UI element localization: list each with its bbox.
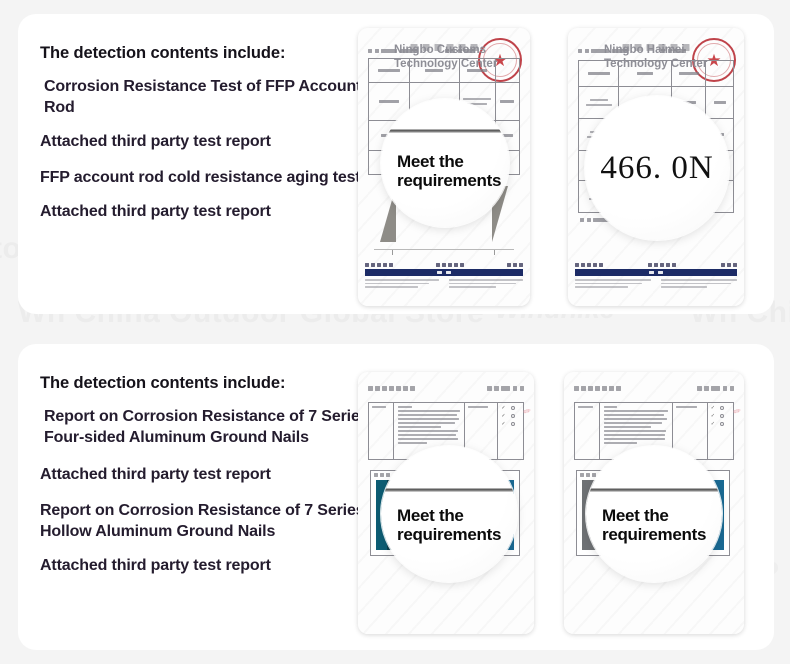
doc1-navy-band xyxy=(365,269,523,277)
panel-top-item-2: Attached third party test report xyxy=(40,132,271,150)
panel-top-item-3: FFP account rod cold resistance aging te… xyxy=(40,169,361,187)
doc2-navy-band xyxy=(575,269,737,277)
lens-4-caption: Meet the requirements xyxy=(586,506,722,544)
table-cell: ✓ ✓ ✓ xyxy=(708,403,733,459)
doc1-chinese-title xyxy=(410,44,478,51)
doc1-header-right-glyphs xyxy=(444,49,474,53)
lens-1-line2: requirements xyxy=(397,171,502,190)
doc2-footer xyxy=(575,263,737,288)
lens-3-line2: requirements xyxy=(397,525,502,544)
panel-bottom-heading: The detection contents include: xyxy=(40,374,286,392)
table-cell xyxy=(673,403,708,459)
doc2-header-right-glyphs xyxy=(661,49,686,53)
magnifier-lens-1[interactable]: Meet the requirements xyxy=(381,99,509,227)
panel-top-heading: The detection contents include: xyxy=(40,44,286,62)
lens-metal-bar xyxy=(381,488,517,492)
doc2-note-glyphs xyxy=(580,218,615,222)
magnifier-lens-4[interactable]: Meet the requirements xyxy=(586,446,722,582)
doc4-header-row xyxy=(574,386,734,391)
doc3-photo-label xyxy=(374,473,390,477)
doc4-check-dots xyxy=(719,406,724,456)
doc3-header-row xyxy=(368,386,524,391)
doc1-header-row xyxy=(368,42,520,60)
lens-2-value: 466. 0N xyxy=(600,149,714,186)
table-row xyxy=(368,58,521,83)
table-cell xyxy=(369,403,394,459)
doc3-header-right-glyphs xyxy=(487,386,524,391)
panel-bottom-item-1: Report on Corrosion Resistance of 7 Seri… xyxy=(44,408,369,446)
table-cell xyxy=(600,403,673,459)
doc1-header-left-glyphs xyxy=(368,49,418,53)
doc4-photo-label xyxy=(580,473,596,477)
lens-4-line1: Meet the xyxy=(602,505,669,525)
magnifier-lens-2[interactable]: 466. 0N xyxy=(585,96,729,240)
doc4-header-right-glyphs xyxy=(697,386,734,391)
panel-bottom-text-block: The detection contents include: Report o… xyxy=(40,358,370,590)
doc2-header-left-glyphs xyxy=(578,49,628,53)
doc2-chinese-title xyxy=(622,44,690,51)
doc3-header-left-glyphs xyxy=(368,386,415,391)
panel-bottom-item-2: Attached third party test report xyxy=(40,465,271,483)
lens-metal-bar xyxy=(586,488,722,492)
table-row xyxy=(577,60,734,87)
lens-3-line1: Meet the xyxy=(397,505,464,525)
doc1-footer xyxy=(365,263,523,288)
lens-metal-bar xyxy=(381,129,509,133)
doc4-header-left-glyphs xyxy=(574,386,621,391)
table-cell xyxy=(465,403,499,459)
magnifier-lens-3[interactable]: Meet the requirements xyxy=(381,446,517,582)
lens-1-line1: Meet the xyxy=(397,151,464,171)
panel-top-item-1: Corrosion Resistance Test of FFP Account… xyxy=(44,78,362,116)
table-cell xyxy=(394,403,465,459)
panel-bottom-item-4: Attached third party test report xyxy=(40,556,271,574)
doc2-header-row xyxy=(578,42,734,60)
table-cell xyxy=(575,403,601,459)
lens-3-caption: Meet the requirements xyxy=(381,506,517,544)
doc4-check-ticks: ✓ ✓ ✓ xyxy=(710,405,715,427)
panel-top-text-block: The detection contents include: Corrosio… xyxy=(40,28,370,236)
panel-bottom-item-3: Report on Corrosion Resistance of 7 Seri… xyxy=(40,502,365,541)
lens-4-line2: requirements xyxy=(602,525,707,544)
doc4-results-table: ✓ ✓ ✓ xyxy=(574,402,734,460)
table-cell: ✓ ✓ ✓ xyxy=(498,403,523,459)
panel-top-item-4: Attached third party test report xyxy=(40,203,271,221)
doc3-check-ticks: ✓ ✓ ✓ xyxy=(501,405,506,427)
doc3-check-dots xyxy=(510,406,515,456)
lens-1-caption: Meet the requirements xyxy=(381,152,509,190)
